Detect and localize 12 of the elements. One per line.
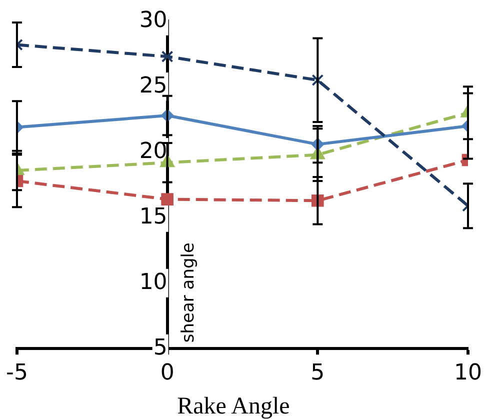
x-tick-label: 5 (310, 360, 325, 386)
x-tick-label: -5 (6, 360, 28, 386)
y-tick-label: 5 (153, 335, 168, 360)
y-axis-title: shear angle (178, 242, 199, 343)
y-tick-label: 15 (139, 204, 168, 230)
y-tick-label: 20 (139, 138, 168, 164)
y-tick-label: 30 (139, 8, 168, 33)
y-tick-label: 10 (139, 270, 168, 295)
x-tick-label: 0 (160, 360, 174, 386)
x-tick-label: 10 (454, 360, 482, 386)
x-axis-title: Rake Angle (177, 393, 290, 419)
y-tick-label: 25 (139, 73, 168, 98)
